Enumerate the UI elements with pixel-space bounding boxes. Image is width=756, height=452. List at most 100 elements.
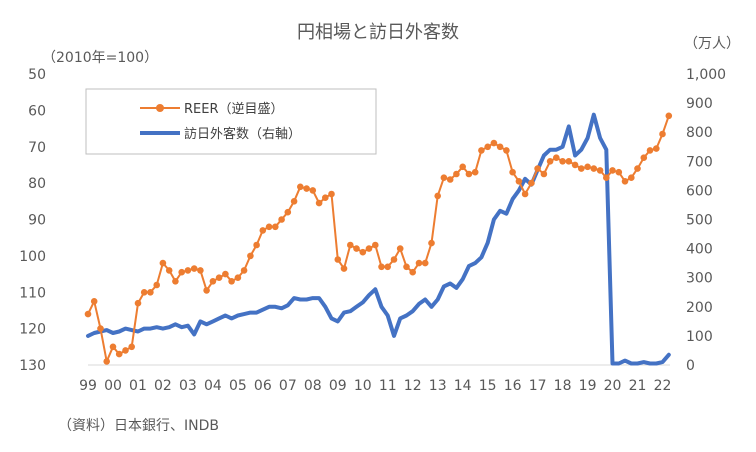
reer-point [490,139,498,147]
left-axis-ticks: 50 60 70 80 90 100 110 120 130 [19,67,46,374]
reer-point [628,174,635,181]
reer-point [603,174,610,181]
reer-point [178,268,185,276]
source-note: （資料）日本銀行、INDB [58,418,219,434]
reer-point [90,298,98,305]
reer-point [434,192,442,200]
reer-point [471,168,479,176]
x-tick-label: 03 [179,378,197,394]
reer-point [515,178,523,185]
reer-point [390,256,398,263]
x-tick-label: 15 [479,378,497,394]
reer-point [315,199,323,207]
reer-point [653,145,660,152]
x-tick-label: 21 [629,378,647,394]
right-tick-label: 300 [686,271,713,287]
legend-reer-label: REER（逆目盛） [184,101,284,117]
reer-point [153,281,160,289]
reer-point [372,241,379,249]
x-tick-label: 07 [279,378,297,394]
x-tick-label: 09 [329,378,347,394]
reer-point [128,343,135,351]
reer-point [403,263,410,271]
reer-point [184,267,192,274]
reer-point [553,154,560,161]
reer-point [609,167,616,174]
reer-point [659,130,666,138]
left-axis-unit: （2010年=100） [42,50,158,66]
right-tick-label: 400 [686,242,713,258]
reer-point [559,158,566,165]
reer-point [159,259,167,267]
reer-point [340,265,348,272]
reer-point [596,167,604,174]
reer-point [509,168,516,176]
reer-point [347,241,354,249]
reer-point [415,259,423,267]
right-tick-label: 900 [686,96,713,112]
x-tick-label: 05 [229,378,247,394]
reer-point [440,174,448,181]
left-tick-label: 130 [19,358,46,374]
reer-point [253,241,260,249]
left-tick-label: 90 [28,213,46,229]
left-tick-label: 100 [19,249,46,265]
x-tick-label: 11 [379,378,397,394]
reer-point [409,268,417,276]
x-tick-label: 00 [104,378,122,394]
x-tick-label: 16 [504,378,522,394]
reer-point [284,208,292,216]
x-tick-label: 10 [354,378,372,394]
x-tick-label: 12 [404,378,422,394]
x-tick-label: 19 [579,378,597,394]
left-tick-label: 70 [28,140,46,156]
reer-point [640,154,648,161]
chart-title: 円相場と訪日外客数 [297,22,459,43]
reer-point [503,147,510,154]
reer-point [571,161,579,169]
reer-point [265,223,273,231]
reer-point [421,259,429,267]
reer-point [228,278,235,285]
reer-point [140,289,148,296]
reer-point [97,325,104,332]
reer-point [165,267,173,274]
reer-point [665,112,673,120]
reer-point [353,245,360,252]
right-tick-label: 500 [686,213,713,229]
reer-point [272,223,279,231]
reer-point [259,227,267,234]
reer-point [578,165,585,172]
reer-point [334,256,342,263]
reer-point [546,158,554,165]
reer-point [534,165,541,172]
reer-point [621,178,629,185]
reer-point [634,165,641,172]
reer-point [565,158,573,165]
reer-point [646,147,654,154]
reer-point [590,165,598,172]
x-tick-label: 02 [154,378,172,394]
reer-point [453,170,460,178]
right-axis-ticks: 0 100 200 300 400 500 600 700 800 900 1,000 [686,67,726,374]
reer-point [122,347,129,354]
reer-point [584,163,591,171]
reer-point [209,278,217,285]
reer-point [290,198,298,205]
visitors-series-line [86,112,671,366]
reer-point [378,263,385,271]
series-layer [84,112,673,366]
reer-point [197,267,204,274]
left-tick-label: 60 [28,103,46,119]
reer-point [222,270,229,278]
reer-point [247,252,254,260]
reer-point [428,239,435,247]
reer-point [359,248,367,256]
x-tick-label: 20 [604,378,622,394]
legend-visitors-label: 訪日外客数（右軸） [184,126,301,142]
right-tick-label: 600 [686,183,713,199]
reer-point [215,274,223,282]
right-tick-label: 700 [686,154,713,170]
